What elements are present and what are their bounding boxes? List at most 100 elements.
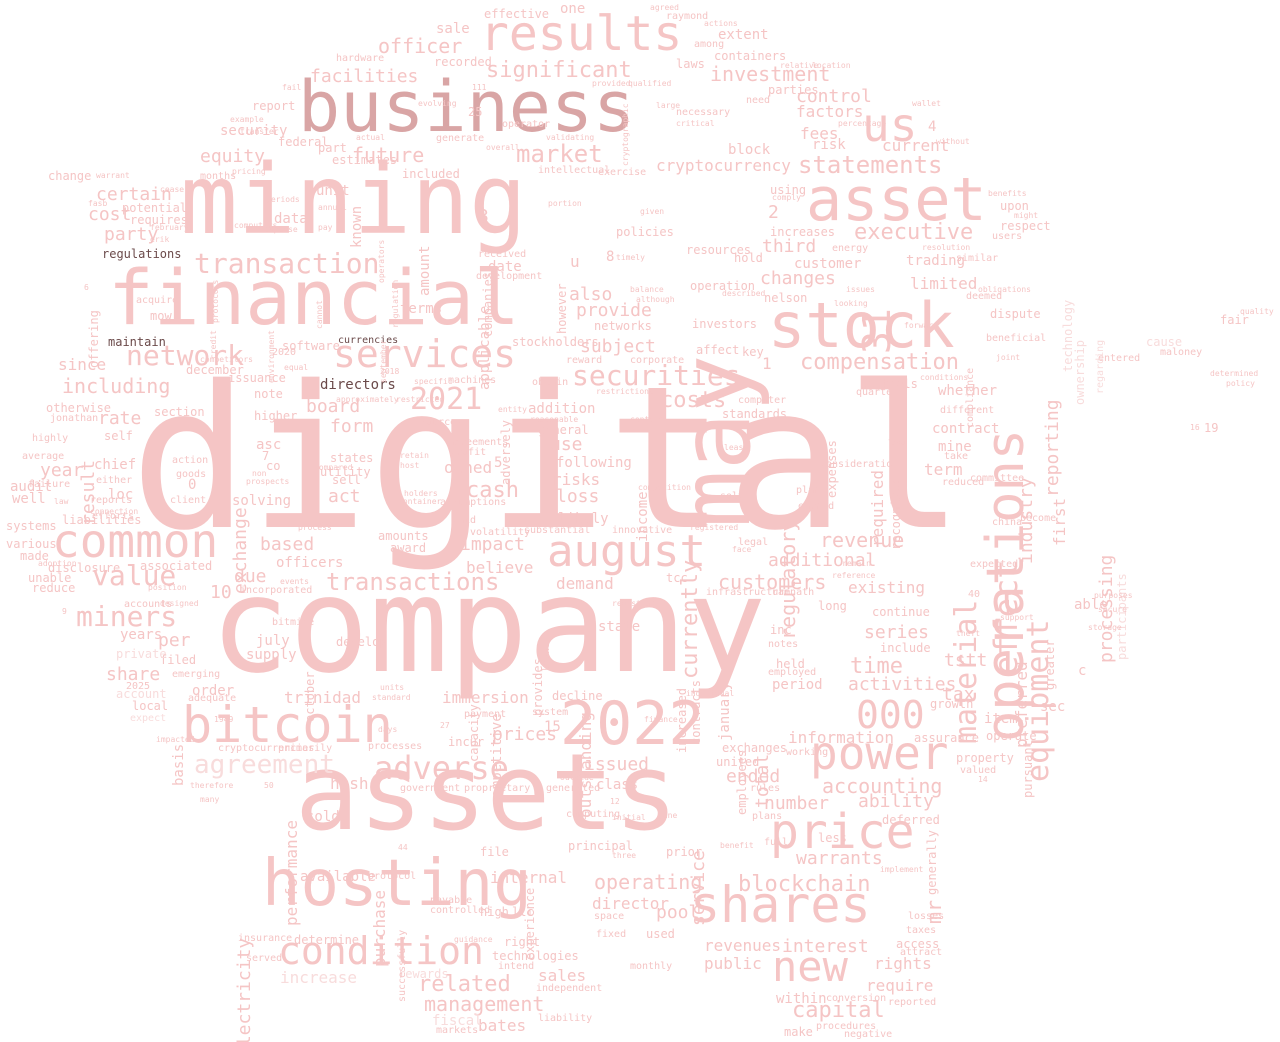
word-using: using [770, 183, 807, 197]
word-hash: hash [330, 774, 369, 793]
word-take: take [944, 451, 969, 462]
word-software: software [282, 339, 340, 353]
word-policies: policies [616, 225, 674, 239]
word-1949: 1949 [214, 715, 234, 724]
word-recognized: recognized [889, 477, 903, 550]
word-8: 8 [606, 249, 615, 265]
word-internal: internal [490, 868, 568, 887]
word-parties: parties [768, 83, 819, 97]
word-computer: computer [738, 395, 787, 406]
word-reduce: reduce [32, 581, 76, 595]
word-operator: operator [502, 119, 551, 130]
word-exchanges: exchanges [722, 741, 788, 755]
word-technology: technology [1061, 299, 1075, 372]
word-time: time [850, 654, 903, 679]
word-immersion: immersion [442, 688, 529, 707]
word-known: known [349, 205, 365, 248]
word-agreement: agreement [194, 750, 335, 780]
word-primarily: primarily [278, 743, 333, 754]
word-0: 0 [188, 477, 197, 493]
word-40: 40 [968, 589, 981, 600]
word-bitmine: bitmine [272, 617, 315, 628]
word-paid: paid [452, 515, 477, 526]
word-legal: legal [738, 537, 769, 548]
word-31: 31 [855, 307, 899, 354]
word-stockholders: stockholders [512, 335, 599, 349]
word-also: also [569, 284, 613, 305]
word-connection: connection [90, 507, 139, 516]
word-transfer: transfer [240, 127, 279, 136]
word-sources: sources [420, 417, 463, 428]
word-revenues: revenues [704, 936, 782, 955]
word-provide: provide [576, 300, 652, 321]
word-item: item [984, 711, 1018, 727]
word-report: report [252, 99, 296, 113]
word-general: general [538, 423, 589, 437]
word-among: among [694, 39, 725, 50]
word-able: able [1074, 597, 1108, 613]
word-plans: plans [752, 811, 783, 822]
word-increase: increase [280, 968, 358, 987]
word-award: award [390, 541, 427, 555]
word-first: first [1050, 497, 1069, 546]
word-registrant: registrant [612, 599, 661, 608]
word-future: future [352, 143, 425, 167]
word-received: received [478, 249, 527, 260]
word-expect: expect [130, 713, 167, 724]
word-face: face [732, 545, 752, 554]
word-balance: balance [630, 285, 664, 294]
word-cryptocurrency: cryptocurrency [656, 156, 791, 175]
word-tstt: tstt [944, 650, 988, 671]
word-warrants: warrants [796, 848, 883, 869]
word-make: make [784, 1025, 813, 1039]
word-associated: associated [140, 559, 213, 573]
word-profit: profit [450, 447, 487, 458]
word-remain: remain [842, 559, 871, 568]
word-due: due [234, 566, 267, 587]
word-contract: contract [932, 421, 1000, 437]
word-machines: machines [448, 375, 497, 386]
word-subject: subject [580, 336, 656, 357]
word-operate: operate [986, 729, 1037, 743]
word-innovative: innovative [612, 525, 673, 536]
word-25: 25 [468, 105, 483, 119]
word-loans: loans [541, 641, 552, 672]
word-states: states [330, 451, 374, 465]
word-liabilities: liabilities [62, 513, 142, 527]
word-per: per [158, 630, 191, 651]
word-space: space [594, 911, 625, 922]
word-investors: investors [692, 317, 758, 331]
word-2022: 2022 [560, 689, 705, 759]
word-secure: secure [1098, 605, 1127, 614]
word-3: 3 [478, 206, 489, 227]
word-accounting: accounting [822, 774, 943, 798]
word-events: events [280, 577, 309, 586]
word-incur: incur [448, 735, 485, 749]
word-factors: factors [796, 102, 864, 121]
word-9: 9 [62, 607, 67, 616]
word-similar: similar [956, 253, 999, 264]
word-u: u [570, 252, 580, 271]
word-agreements: agreements [448, 437, 509, 448]
word-policy: policy [1226, 379, 1255, 388]
word-regulatory: regulatory [776, 519, 800, 640]
word-joint: joint [996, 353, 1021, 362]
word-china: china [992, 517, 1023, 528]
word-efforts: efforts [92, 511, 135, 522]
word-provided: provided [592, 79, 631, 88]
word-demand: demand [556, 574, 614, 593]
word-computing: computing [566, 809, 621, 820]
word-adequate: adequate [188, 693, 237, 704]
word-prices: prices [492, 724, 558, 745]
word-full: full [764, 837, 789, 848]
word-property: property [956, 751, 1014, 765]
word-fixed: fixed [596, 929, 627, 940]
word-june: june [658, 811, 678, 820]
word-containers: containers [714, 49, 787, 63]
word-private: private [116, 647, 167, 661]
word-blockchain: blockchain [738, 872, 871, 897]
word-process: process [298, 523, 332, 532]
word-ramnath: ramnath [772, 587, 815, 598]
word-consideration: consideration [820, 459, 899, 470]
word-directors: directors [320, 377, 396, 393]
